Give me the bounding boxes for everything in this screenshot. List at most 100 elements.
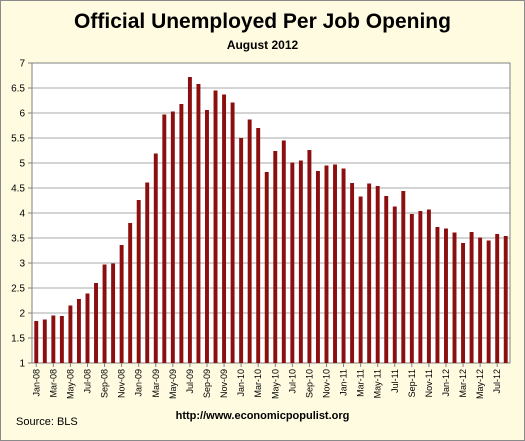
bar xyxy=(239,138,244,363)
bar xyxy=(495,234,500,363)
bar xyxy=(401,191,406,363)
bar xyxy=(384,196,389,363)
bar xyxy=(324,165,329,363)
x-tick-label: Jan-09 xyxy=(134,369,144,397)
bar xyxy=(503,236,508,363)
y-tick-label: 4.5 xyxy=(11,184,25,195)
x-tick-label: Sep-10 xyxy=(304,369,314,398)
bar xyxy=(409,214,414,363)
y-tick-label: 5.5 xyxy=(11,134,25,145)
y-tick-label: 4 xyxy=(19,209,25,220)
y-tick-label: 2.5 xyxy=(11,284,25,295)
bar xyxy=(461,243,466,363)
x-tick-label: May-11 xyxy=(373,369,383,398)
x-tick-label: Nov-10 xyxy=(321,369,331,398)
bar xyxy=(256,128,261,363)
bar xyxy=(358,196,363,363)
x-tick-label: May-08 xyxy=(65,369,75,399)
y-tick-label: 1.5 xyxy=(11,334,25,345)
x-tick-label: Mar-10 xyxy=(253,369,263,398)
x-tick-label: Sep-11 xyxy=(407,369,417,397)
x-tick-label: Nov-08 xyxy=(117,369,127,398)
bar xyxy=(119,245,124,363)
y-tick-label: 1 xyxy=(19,359,25,370)
bar xyxy=(128,223,133,363)
x-tick-label: Mar-12 xyxy=(458,369,468,398)
bar xyxy=(367,183,372,363)
bar xyxy=(478,237,483,363)
x-tick-label: Jul-08 xyxy=(82,369,92,394)
x-tick-label: Jan-08 xyxy=(31,369,41,397)
bar xyxy=(333,164,337,363)
bar xyxy=(452,232,457,363)
x-tick-label: Nov-09 xyxy=(219,369,229,398)
website-url: http://www.economicpopulist.org xyxy=(175,410,350,422)
chart-subtitle: August 2012 xyxy=(226,38,299,52)
x-tick-label: Jul-09 xyxy=(185,369,195,394)
bar xyxy=(290,162,295,363)
x-tick-label: Sep-09 xyxy=(202,369,212,398)
x-tick-label: Mar-09 xyxy=(151,369,161,398)
x-tick-label: Jul-11 xyxy=(390,369,400,393)
x-tick-label: Jan-12 xyxy=(441,369,451,397)
x-tick-label: Nov-11 xyxy=(424,369,434,397)
bar xyxy=(68,305,73,363)
bar xyxy=(281,140,286,363)
bar xyxy=(486,240,491,363)
bar xyxy=(392,206,397,363)
bar xyxy=(85,293,90,363)
y-tick-label: 6.5 xyxy=(11,84,25,95)
chart-title: Official Unemployed Per Job Opening xyxy=(74,10,451,33)
bar xyxy=(94,283,98,363)
bar xyxy=(196,84,201,363)
source-note: Source: BLS xyxy=(16,416,78,428)
bar xyxy=(315,171,320,363)
y-tick-label: 7 xyxy=(19,59,25,70)
bar xyxy=(34,321,39,363)
bar xyxy=(213,90,218,363)
bar xyxy=(59,316,64,363)
x-tick-label: Jan-11 xyxy=(339,369,349,396)
x-tick-label: May-09 xyxy=(168,369,178,399)
bar xyxy=(111,263,116,363)
bar xyxy=(426,209,431,363)
bar xyxy=(444,228,448,363)
x-tick-label: May-10 xyxy=(270,369,280,399)
bar xyxy=(247,119,252,363)
bar xyxy=(307,150,312,363)
x-tick-label: Sep-08 xyxy=(100,369,110,398)
bar xyxy=(298,160,303,363)
x-tick-label: Mar-08 xyxy=(48,369,58,398)
bar xyxy=(42,319,47,363)
bar xyxy=(435,227,440,363)
y-tick-label: 3 xyxy=(19,259,25,270)
bar xyxy=(76,299,81,363)
bar xyxy=(375,186,380,363)
bar xyxy=(187,77,192,363)
bar xyxy=(153,153,158,363)
bar xyxy=(230,102,235,363)
bar xyxy=(136,200,141,363)
bar xyxy=(350,183,355,363)
bar xyxy=(273,151,278,363)
bar xyxy=(418,211,423,363)
y-tick-label: 5 xyxy=(19,159,25,170)
bar xyxy=(264,172,269,363)
bar xyxy=(179,104,184,363)
x-tick-label: Jan-10 xyxy=(236,369,246,397)
y-tick-label: 3.5 xyxy=(11,234,25,245)
bar xyxy=(145,182,150,363)
bar xyxy=(341,168,346,363)
bar xyxy=(205,110,209,363)
bar xyxy=(469,232,474,363)
x-tick-label: Jul-12 xyxy=(492,369,502,394)
y-tick-label: 6 xyxy=(19,109,25,120)
bar xyxy=(222,94,227,363)
x-tick-label: May-12 xyxy=(475,369,485,399)
y-tick-label: 2 xyxy=(19,309,25,320)
bar xyxy=(102,264,107,363)
bar xyxy=(162,114,167,363)
bar xyxy=(51,315,56,363)
x-tick-label: Jul-10 xyxy=(287,369,297,394)
